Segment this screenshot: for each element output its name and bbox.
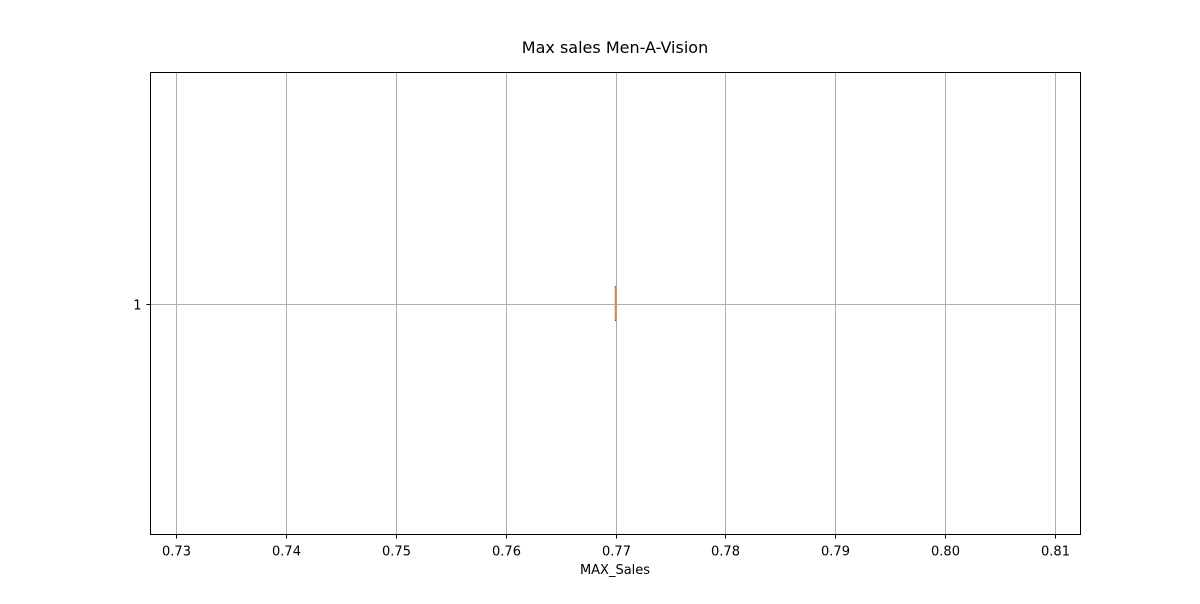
x-axis-ticks: 0.73 0.74 0.75 0.76 0.77 0.78 0.79 0.80 0.81 [162,535,1070,560]
x-tick-label: 0.76 [492,545,521,560]
chart-title: Max sales Men-A-Vision [522,38,708,57]
y-axis-ticks: 1 [133,299,150,314]
x-tick-label: 0.79 [821,545,850,560]
y-tick-label: 1 [133,299,141,314]
x-tick-label: 0.73 [162,545,191,560]
x-tick-label: 0.75 [382,545,411,560]
x-tick-label: 0.78 [711,545,740,560]
x-tick-label: 0.80 [931,545,960,560]
x-axis-label: MAX_Sales [580,563,650,578]
x-tick-label: 0.77 [602,545,631,560]
x-tick-label: 0.74 [272,545,301,560]
x-tick-label: 0.81 [1041,545,1070,560]
